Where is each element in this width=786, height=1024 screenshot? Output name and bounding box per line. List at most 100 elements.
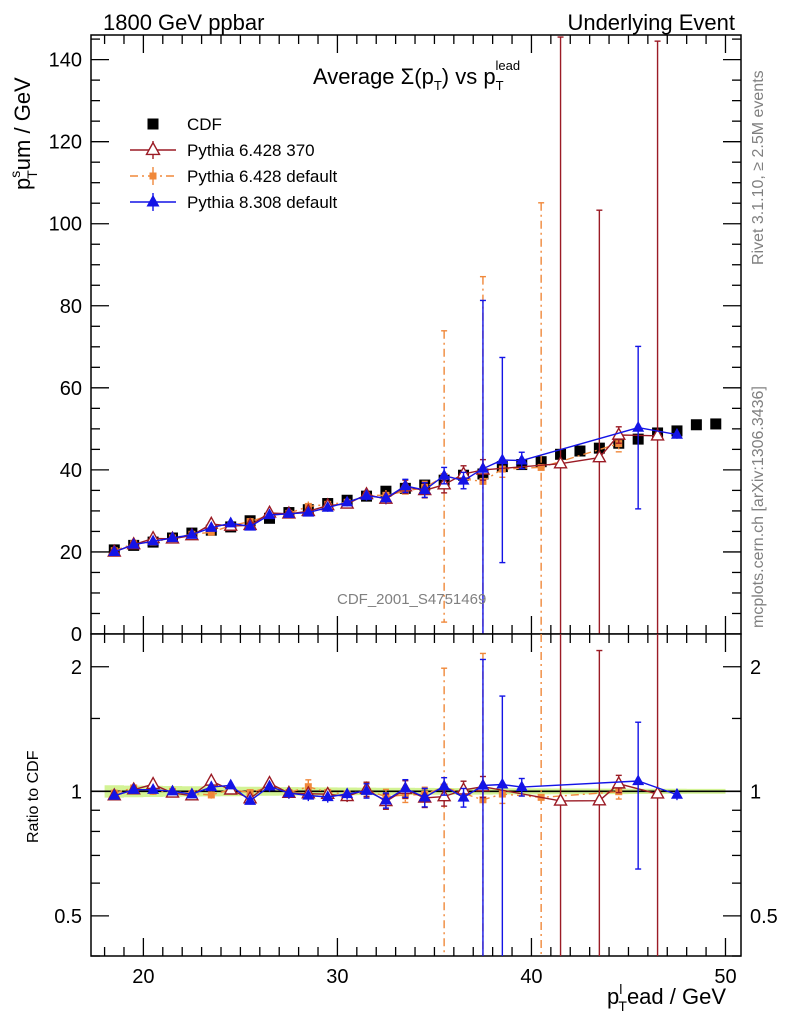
data-point — [418, 790, 431, 802]
data-point — [457, 473, 470, 485]
data-point — [147, 783, 160, 794]
data-point — [496, 453, 509, 465]
header-left: 1800 GeV ppbar — [103, 10, 264, 35]
data-point — [341, 787, 354, 799]
legend-label: Pythia 6.428 370 — [187, 141, 315, 160]
data-point — [224, 516, 237, 528]
data-point — [282, 507, 295, 518]
data-point — [632, 774, 645, 786]
data-point — [476, 461, 489, 473]
data-point — [185, 787, 198, 799]
data-point — [207, 528, 215, 536]
main-title: Average Σ(pT) vs pTlead — [313, 58, 520, 93]
rivet-label: Rivet 3.1.10, ≥ 2.5M events — [750, 70, 767, 265]
legend: CDF Pythia 6.428 370 Pythia 6.428 default P… — [130, 115, 338, 212]
y-tick-label: 140 — [49, 50, 82, 72]
data-point — [205, 521, 218, 532]
data-point — [670, 427, 683, 439]
data-point — [650, 427, 665, 441]
data-point — [263, 779, 276, 791]
data-point — [438, 468, 451, 480]
data-point — [710, 418, 722, 430]
data-point — [592, 792, 607, 806]
data-point — [321, 500, 334, 512]
data-point — [282, 786, 295, 798]
header-right: Underlying Event — [567, 10, 735, 35]
main-data — [107, 36, 722, 634]
data-point — [127, 783, 140, 794]
data-point — [399, 479, 412, 490]
data-point — [341, 495, 354, 507]
data-point — [592, 449, 607, 463]
data-point — [145, 141, 161, 156]
y-tick-label: 40 — [60, 460, 82, 482]
data-point — [244, 794, 257, 805]
main-ticks: 0 20 40 60 80 100 120 140 — [49, 35, 741, 646]
legend-label: CDF — [187, 115, 222, 134]
data-point — [553, 792, 568, 806]
data-point — [537, 463, 545, 471]
data-point — [185, 528, 198, 539]
ratio-data — [91, 634, 741, 956]
ratio-y-tick-label: 1 — [71, 781, 82, 803]
data-point — [574, 445, 586, 457]
data-point — [379, 793, 392, 805]
ratio-ticks: 20 30 40 50 0.5 0.5 1 1 2 2 — [54, 634, 778, 988]
data-point — [166, 784, 179, 796]
data-point — [457, 790, 470, 802]
data-point — [108, 545, 121, 557]
mcplots-label: mcplots.cern.ch [arXiv:1306.3436] — [750, 386, 767, 628]
x-axis-label: pl Tead / GeV — [607, 981, 726, 1014]
data-point — [670, 787, 683, 799]
data-point — [476, 778, 489, 790]
ratio-y-tick-label: 0.5 — [750, 906, 778, 928]
data-point — [515, 780, 528, 792]
x-tick-label: 40 — [520, 966, 542, 988]
data-point — [690, 419, 702, 431]
data-point — [360, 489, 373, 500]
ratio-panel: 20 30 40 50 0.5 0.5 1 1 2 2 Ratio to CDF pl Tead /… — [25, 633, 778, 1014]
y-tick-label: 120 — [49, 132, 82, 154]
data-point — [379, 491, 392, 503]
data-point — [321, 790, 334, 802]
data-point — [244, 519, 257, 531]
main-frame — [90, 34, 742, 635]
y-tick-label: 20 — [60, 542, 82, 564]
x-tick-label: 20 — [132, 966, 154, 988]
data-point — [224, 778, 237, 790]
y-tick-label: 0 — [71, 624, 82, 646]
x-tick-label: 50 — [714, 966, 736, 988]
data-point — [149, 172, 157, 180]
ratio-y-tick-label: 0.5 — [54, 906, 82, 928]
data-point — [360, 784, 373, 795]
data-point — [399, 781, 412, 793]
ratio-ylabel: Ratio to CDF — [25, 750, 42, 843]
data-point — [302, 788, 315, 800]
data-point — [108, 789, 121, 800]
legend-label: Pythia 6.428 default — [187, 167, 338, 186]
data-point — [418, 483, 431, 495]
data-point — [146, 194, 160, 207]
data-point — [496, 777, 509, 789]
main-panel: 0 20 40 60 80 100 120 140 Average Σ(pT) vs pTle… — [7, 34, 742, 646]
ratio-y-tick-label: 1 — [750, 781, 761, 803]
watermark: CDF_2001_S4751469 — [337, 591, 486, 608]
data-point — [127, 537, 140, 549]
data-point — [302, 505, 315, 517]
ratio-y-tick-label: 2 — [750, 657, 761, 679]
main-ylabel: psTum / GeV — [7, 77, 40, 190]
y-tick-label: 100 — [49, 214, 82, 236]
data-point — [147, 118, 159, 130]
data-point — [632, 420, 645, 432]
data-point — [263, 508, 276, 520]
data-point — [166, 531, 179, 543]
legend-label: Pythia 8.308 default — [187, 193, 338, 212]
data-point — [553, 455, 568, 469]
data-point — [147, 534, 160, 546]
x-tick-label: 30 — [326, 966, 348, 988]
data-point — [207, 791, 215, 799]
data-point — [650, 785, 665, 799]
y-tick-label: 60 — [60, 378, 82, 400]
data-point — [205, 780, 218, 792]
